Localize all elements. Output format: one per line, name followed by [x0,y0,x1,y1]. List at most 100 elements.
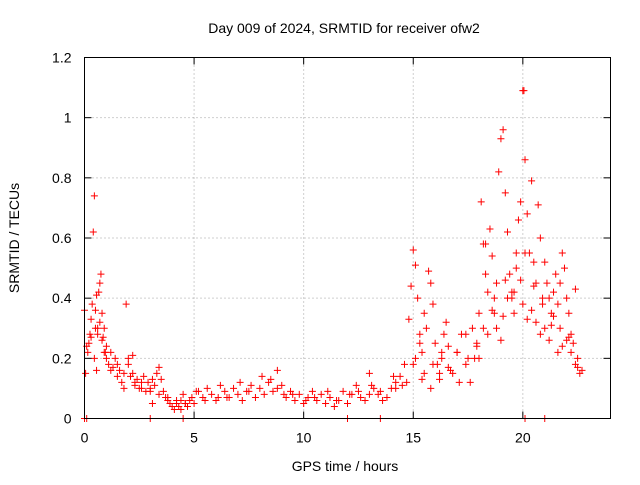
data-point [144,378,152,386]
data-point [267,375,275,383]
data-point [177,405,185,413]
data-point [346,390,354,398]
data-point [131,378,139,386]
data-point [534,201,542,209]
data-point [113,360,121,368]
data-point [569,339,577,347]
data-point [216,381,224,389]
data-point [438,354,446,362]
data-point [124,354,132,362]
data-point [444,342,452,350]
data-point [107,348,115,356]
data-point [98,336,106,344]
data-point [365,390,373,398]
data-point [440,330,448,338]
data-point [91,324,99,332]
data-point [403,378,411,386]
data-point [352,381,360,389]
data-point [477,198,485,206]
data-point [484,288,492,296]
data-point [120,369,128,377]
data-point [376,387,384,395]
data-point [571,285,579,293]
data-point [102,354,110,362]
data-point [159,387,167,395]
data-point [190,399,198,407]
data-point [545,294,553,302]
data-point [102,342,110,350]
data-point [230,384,238,392]
data-point [574,363,582,371]
data-point [416,330,424,338]
data-point [425,267,433,275]
plot-frame [84,57,611,419]
data-point [462,360,470,368]
data-point [420,309,428,317]
data-point [510,309,518,317]
data-point [153,369,161,377]
data-point [554,348,562,356]
data-point [536,330,544,338]
data-point [497,336,505,344]
data-point [339,387,347,395]
data-point [361,396,369,404]
data-point [422,324,430,332]
data-point [567,348,575,356]
data-point [521,156,529,164]
data-point [236,378,244,386]
data-point [317,390,325,398]
data-point [84,348,92,356]
data-point [140,372,148,380]
data-point [155,363,163,371]
data-point [436,375,444,383]
data-point [181,399,189,407]
data-point [405,315,413,323]
data-point [547,321,555,329]
data-point [427,279,435,287]
data-point [517,276,525,284]
x-tick-label: 10 [296,430,312,446]
data-point [365,369,373,377]
data-point [247,381,255,389]
data-point [90,192,98,200]
data-point [414,294,422,302]
data-point [420,369,428,377]
data-point [455,378,463,386]
data-point [517,198,525,206]
data-point [146,387,154,395]
y-tick-label: 0 [64,411,72,427]
data-point [105,360,113,368]
data-point [89,228,97,236]
data-point [354,387,362,395]
data-point [330,402,338,410]
data-point [157,375,165,383]
data-point [269,387,277,395]
data-point [311,393,319,401]
data-point [109,363,117,371]
data-point [503,228,511,236]
data-point [85,339,93,347]
data-point [453,348,461,356]
data-point [418,375,426,383]
data-point [201,396,209,404]
data-point [488,306,496,314]
data-point [520,87,528,95]
data-point [137,378,145,386]
data-point [438,348,446,356]
data-point [436,369,444,377]
data-point [482,240,490,248]
data-point [289,390,297,398]
data-point [418,348,426,356]
data-point [506,270,514,278]
data-point [539,294,547,302]
data-point [326,393,334,401]
data-point [324,387,332,395]
y-tick-label: 0.6 [52,230,72,246]
data-point [536,234,544,242]
data-point [466,378,474,386]
data-point [550,288,558,296]
data-point [208,390,216,398]
data-point [493,279,501,287]
data-point [357,393,365,401]
